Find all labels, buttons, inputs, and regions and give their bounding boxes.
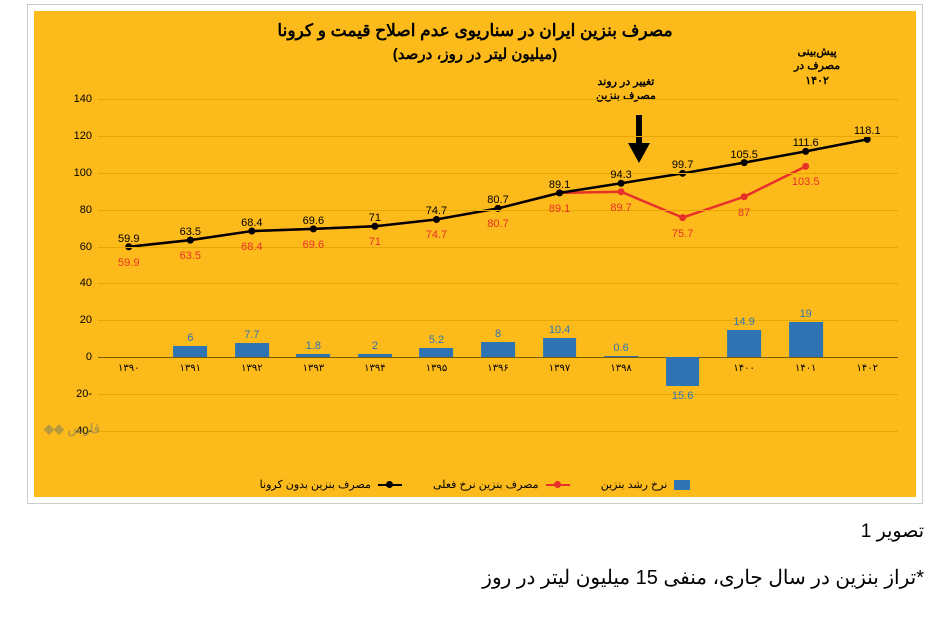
- bar-label: 6: [187, 332, 193, 344]
- chart-background: مصرف بنزین ایران در سناریوی عدم اصلاح قی…: [34, 11, 916, 497]
- legend-item-black: مصرف بنزین بدون کرونا: [260, 478, 402, 491]
- bar-label: 0.6: [613, 342, 628, 354]
- gridline: [98, 357, 898, 358]
- point-label: 105.5: [730, 149, 758, 161]
- bar-label: 8: [495, 328, 501, 340]
- caption-area: تصویر 1 *تراز بنزین در سال جاری، منفی 15…: [26, 520, 924, 590]
- gridline: [98, 431, 898, 432]
- bar: [604, 356, 638, 357]
- gridline: [98, 136, 898, 137]
- bar: [420, 348, 454, 358]
- x-axis-label: ۱۳۹۳: [303, 363, 324, 374]
- bar: [789, 322, 823, 357]
- y-axis-label: 40: [54, 277, 92, 289]
- bar-label: 10.4: [549, 324, 570, 336]
- point-label: 94.3: [610, 169, 631, 181]
- bar: [358, 354, 392, 358]
- x-axis-label: ۱۳۹۷: [549, 363, 570, 374]
- gridline: [98, 99, 898, 100]
- x-axis-label: ۱۳۹۸: [610, 363, 631, 374]
- plot-area: -40-20020406080100120140۱۳۹۰۱۳۹۱۱۳۹۲۱۳۹۳…: [98, 99, 898, 431]
- point-label: 87: [738, 207, 750, 219]
- x-axis-label: ۱۴۰۲: [856, 363, 877, 374]
- point-label: 89.7: [610, 202, 631, 214]
- bar-label: 5.2: [429, 334, 444, 346]
- chart-container: مصرف بنزین ایران در سناریوی عدم اصلاح قی…: [27, 4, 923, 504]
- x-axis-label: ۱۳۹۶: [487, 363, 508, 374]
- y-axis-label: 100: [54, 167, 92, 179]
- x-axis-label: ۱۴۰۰: [733, 363, 754, 374]
- y-axis-label: 80: [54, 204, 92, 216]
- point-label: 69.6: [303, 239, 324, 251]
- chart-subtitle: (میلیون لیتر در روز، درصد): [34, 41, 916, 63]
- x-axis-label: ۱۳۹۰: [118, 363, 139, 374]
- gridline: [98, 283, 898, 284]
- x-axis-label: ۱۴۰۱: [795, 363, 816, 374]
- x-axis-label: ۱۳۹۵: [426, 363, 447, 374]
- bar: [666, 357, 700, 386]
- point-label: 59.9: [118, 233, 139, 245]
- bar: [235, 343, 269, 357]
- chart-title: مصرف بنزین ایران در سناریوی عدم اصلاح قی…: [34, 11, 916, 41]
- x-axis-label: ۱۳۹۲: [241, 363, 262, 374]
- watermark: فارس ◆◆: [44, 421, 100, 437]
- point-label: 75.7: [672, 228, 693, 240]
- point-label: 99.7: [672, 159, 693, 171]
- point-label: 111.6: [793, 137, 819, 149]
- point-label: 74.7: [426, 205, 447, 217]
- point-label: 69.6: [303, 215, 324, 227]
- bar: [543, 338, 577, 357]
- bar: [173, 346, 207, 357]
- point-label: 89.1: [549, 203, 570, 215]
- point-label: 63.5: [180, 250, 201, 262]
- point-label: 63.5: [180, 226, 201, 238]
- y-axis-label: 60: [54, 241, 92, 253]
- bar-label: 1.8: [306, 340, 321, 352]
- bar: [296, 354, 330, 357]
- bar-label: 7.7: [244, 329, 259, 341]
- gridline: [98, 247, 898, 248]
- figure-caption: *تراز بنزین در سال جاری، منفی 15 میلیون …: [26, 565, 924, 590]
- bar-label: 2: [372, 340, 378, 352]
- bar-label: 15.6: [672, 390, 693, 402]
- y-axis-label: 140: [54, 93, 92, 105]
- point-label: 89.1: [549, 179, 570, 191]
- figure-number: تصویر 1: [26, 520, 924, 543]
- point-label: 103.5: [792, 176, 820, 188]
- y-axis-label: -20: [54, 388, 92, 400]
- bar: [727, 330, 761, 357]
- point-label: 118.1: [854, 125, 881, 137]
- legend-item-red: مصرف بنزین نرخ فعلی: [433, 478, 570, 491]
- x-axis-label: ۱۳۹۴: [364, 363, 385, 374]
- point-label: 71: [369, 212, 381, 224]
- bar: [481, 342, 515, 357]
- point-label: 80.7: [487, 194, 508, 206]
- gridline: [98, 173, 898, 174]
- point-label: 80.7: [487, 218, 508, 230]
- x-axis-label: ۱۳۹۱: [180, 363, 201, 374]
- point-label: 68.4: [241, 217, 262, 229]
- bar-label: 19: [800, 308, 812, 320]
- chart-legend: نرخ رشد بنزین مصرف بنزین نرخ فعلی مصرف ب…: [34, 478, 916, 491]
- gridline: [98, 210, 898, 211]
- point-label: 71: [369, 236, 381, 248]
- gridline: [98, 394, 898, 395]
- y-axis-label: 0: [54, 351, 92, 363]
- y-axis-label: 120: [54, 130, 92, 142]
- bar-label: 14.9: [733, 316, 754, 328]
- point-label: 68.4: [241, 241, 262, 253]
- point-label: 59.9: [118, 257, 139, 269]
- gridline: [98, 320, 898, 321]
- point-label: 74.7: [426, 229, 447, 241]
- annotation-forecast: پیش‌بینیمصرف در۱۴۰۲: [794, 45, 840, 88]
- legend-item-bars: نرخ رشد بنزین: [601, 478, 691, 491]
- y-axis-label: 20: [54, 314, 92, 326]
